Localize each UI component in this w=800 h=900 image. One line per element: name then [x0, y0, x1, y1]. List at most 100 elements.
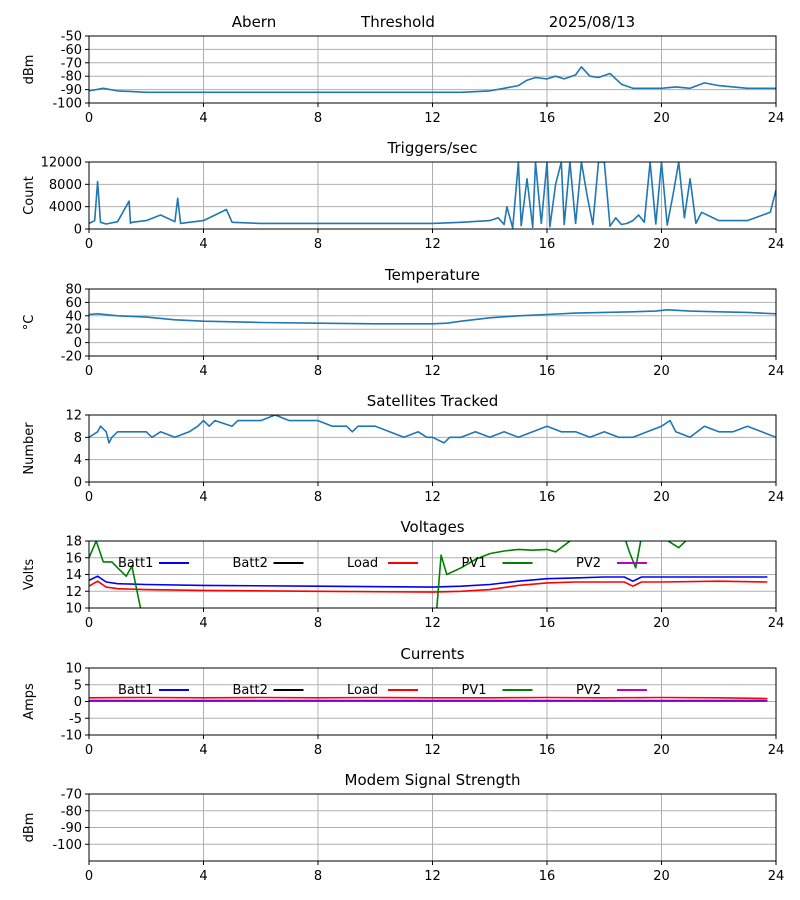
legend-label-batt1: Batt1 [118, 683, 153, 698]
header-label: Threshold [360, 13, 435, 31]
x-tick-label: 24 [768, 490, 785, 505]
series-group-voltages [89, 541, 768, 608]
series-line-batt1 [89, 575, 768, 588]
x-tick-label: 8 [314, 616, 322, 631]
y-tick-label: -90 [61, 83, 82, 98]
y-tick-label: -80 [61, 804, 82, 819]
y-axis-label-threshold: dBm [22, 55, 37, 85]
x-tick-label: 24 [768, 364, 785, 379]
y-tick-label: 80 [65, 283, 82, 298]
x-tick-label: 12 [424, 869, 441, 884]
x-tick-label: 12 [424, 616, 441, 631]
x-tick-label: 8 [314, 111, 322, 126]
legend-label-load: Load [347, 683, 378, 698]
y-tick-label: 0 [74, 336, 82, 351]
legend-label-pv2: PV2 [576, 683, 601, 698]
panel-title-satellites: Satellites Tracked [367, 392, 498, 410]
x-tick-label: 12 [424, 490, 441, 505]
legend-label-batt1: Batt1 [118, 556, 153, 571]
legend-entry-pv1: PV1 [462, 556, 533, 571]
legend-entry-pv2: PV2 [576, 683, 647, 698]
x-tick-label: 8 [314, 490, 322, 505]
x-tick-label: 20 [653, 490, 670, 505]
x-tick-label: 24 [768, 869, 785, 884]
legend-entry-batt1: Batt1 [118, 556, 189, 571]
legend-label-batt2: Batt2 [233, 683, 268, 698]
x-tick-label: 4 [199, 616, 207, 631]
x-tick-label: 20 [653, 869, 670, 884]
x-tick-label: 12 [424, 364, 441, 379]
y-tick-label: 8000 [49, 178, 82, 193]
series-line-threshold [89, 66, 776, 94]
panel-title-modem: Modem Signal Strength [345, 771, 521, 789]
x-tick-label: 12 [424, 743, 441, 758]
x-tick-label: 16 [539, 237, 556, 252]
y-tick-label: 40 [65, 309, 82, 324]
y-tick-label: -90 [61, 821, 82, 836]
panel-satellites: 0 4 8 12 16 20 24 0 4 8 12 Satellites Tracked Number [22, 392, 784, 505]
header-station: Abern [232, 13, 276, 31]
y-tick-label: 14 [65, 568, 82, 583]
x-tick-label: 8 [314, 237, 322, 252]
y-tick-label: -70 [61, 56, 82, 71]
y-tick-label: -100 [52, 838, 82, 853]
legend-entry-batt2: Batt2 [233, 556, 304, 571]
series-group-threshold [89, 66, 776, 94]
series-line-load [89, 696, 768, 700]
x-tick-label: 0 [85, 364, 93, 379]
y-tick-label: 0 [74, 476, 82, 491]
y-tick-label: 10 [65, 662, 82, 677]
series-group-triggers [89, 162, 776, 229]
x-tick-label: 16 [539, 743, 556, 758]
y-tick-label: -80 [61, 70, 82, 85]
x-tick-label: 20 [653, 237, 670, 252]
y-axis-label-voltages: Volts [22, 559, 37, 591]
y-tick-label: 60 [65, 296, 82, 311]
x-tick-label: 0 [85, 743, 93, 758]
x-tick-label: 4 [199, 869, 207, 884]
series-group-temperature [89, 308, 776, 325]
series-line-triggers [89, 162, 776, 229]
y-tick-label: -20 [61, 350, 82, 365]
panel-title-voltages: Voltages [400, 518, 464, 536]
y-tick-label: 0 [74, 223, 82, 238]
header-date: 2025/08/13 [549, 13, 635, 31]
x-tick-label: 4 [199, 490, 207, 505]
legend-entry-batt2: Batt2 [233, 683, 304, 698]
legend-label-pv1: PV1 [462, 683, 487, 698]
legend-entry-batt1: Batt1 [118, 683, 189, 698]
x-tick-label: 0 [85, 869, 93, 884]
x-tick-label: 16 [539, 111, 556, 126]
x-tick-label: 12 [424, 237, 441, 252]
x-tick-label: 16 [539, 490, 556, 505]
series-line-load [89, 580, 768, 593]
x-tick-label: 0 [85, 237, 93, 252]
y-tick-label: 16 [65, 551, 82, 566]
legend-label-batt2: Batt2 [233, 556, 268, 571]
y-tick-label: 12 [65, 409, 82, 424]
y-tick-label: 0 [74, 695, 82, 710]
x-tick-label: 24 [768, 111, 785, 126]
panel-triggers: 0 4 8 12 16 20 24 0 4000 8000 12000 Triggers/sec Cou… [22, 139, 784, 252]
x-tick-label: 4 [199, 743, 207, 758]
x-tick-label: 16 [539, 616, 556, 631]
y-tick-label: 18 [65, 535, 82, 550]
y-tick-label: -60 [61, 43, 82, 58]
x-tick-label: 0 [85, 616, 93, 631]
y-tick-label: 5 [74, 678, 82, 693]
y-axis-label-triggers: Count [22, 176, 37, 215]
y-tick-label: 4000 [49, 200, 82, 215]
x-tick-label: 20 [653, 364, 670, 379]
x-tick-label: 16 [539, 869, 556, 884]
panel-title-temperature: Temperature [384, 266, 480, 284]
panel-modem: 0 4 8 12 16 20 24 -100 -90 -80-70 Modem Signal Str… [22, 771, 784, 884]
panel-threshold: 0 4 8 12 16 20 24 -100-90-80-70-60-50 dBm [22, 30, 784, 127]
x-tick-label: 8 [314, 364, 322, 379]
y-tick-label: 12000 [41, 156, 82, 171]
series-line-pv1 [89, 541, 687, 608]
x-tick-label: 0 [85, 111, 93, 126]
